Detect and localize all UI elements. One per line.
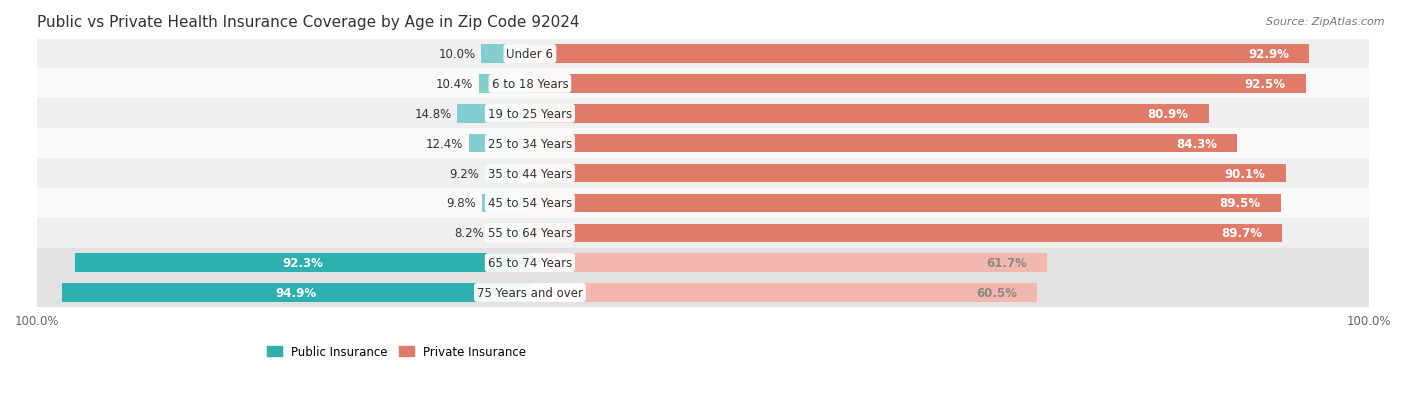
Text: 92.5%: 92.5% bbox=[1244, 78, 1286, 91]
Text: 92.3%: 92.3% bbox=[283, 256, 323, 269]
Text: 10.4%: 10.4% bbox=[436, 78, 474, 91]
Text: Public vs Private Health Insurance Coverage by Age in Zip Code 92024: Public vs Private Health Insurance Cover… bbox=[37, 15, 579, 30]
Bar bbox=[478, 75, 530, 93]
Bar bbox=[468, 135, 530, 153]
Bar bbox=[37, 278, 1369, 308]
Text: 25 to 34 Years: 25 to 34 Years bbox=[488, 137, 572, 150]
Bar bbox=[37, 218, 1369, 248]
Bar bbox=[481, 45, 530, 64]
Bar bbox=[530, 105, 1209, 123]
Text: 19 to 25 Years: 19 to 25 Years bbox=[488, 107, 572, 121]
Text: Source: ZipAtlas.com: Source: ZipAtlas.com bbox=[1267, 17, 1385, 26]
Text: 65 to 74 Years: 65 to 74 Years bbox=[488, 256, 572, 269]
Text: 10.0%: 10.0% bbox=[439, 48, 475, 61]
Text: 75 Years and over: 75 Years and over bbox=[477, 286, 583, 299]
Text: 9.8%: 9.8% bbox=[447, 197, 477, 210]
Bar bbox=[75, 254, 530, 272]
Bar bbox=[62, 284, 530, 302]
Bar bbox=[37, 129, 1369, 159]
Text: 12.4%: 12.4% bbox=[426, 137, 464, 150]
Text: 61.7%: 61.7% bbox=[987, 256, 1028, 269]
Text: 45 to 54 Years: 45 to 54 Years bbox=[488, 197, 572, 210]
Bar bbox=[530, 45, 1309, 64]
Bar bbox=[37, 40, 1369, 69]
Text: Under 6: Under 6 bbox=[506, 48, 554, 61]
Text: 14.8%: 14.8% bbox=[415, 107, 451, 121]
Bar bbox=[530, 75, 1306, 93]
Legend: Public Insurance, Private Insurance: Public Insurance, Private Insurance bbox=[263, 341, 530, 363]
Bar bbox=[530, 224, 1282, 242]
Text: 84.3%: 84.3% bbox=[1175, 137, 1218, 150]
Text: 92.9%: 92.9% bbox=[1249, 48, 1289, 61]
Bar bbox=[485, 164, 530, 183]
Bar bbox=[530, 254, 1047, 272]
Text: 94.9%: 94.9% bbox=[276, 286, 316, 299]
Bar bbox=[530, 135, 1237, 153]
Bar bbox=[37, 69, 1369, 99]
Bar bbox=[457, 105, 530, 123]
Bar bbox=[489, 224, 530, 242]
Bar bbox=[37, 188, 1369, 218]
Text: 60.5%: 60.5% bbox=[976, 286, 1018, 299]
Text: 35 to 44 Years: 35 to 44 Years bbox=[488, 167, 572, 180]
Bar bbox=[37, 159, 1369, 188]
Bar bbox=[530, 284, 1038, 302]
Bar bbox=[530, 194, 1281, 213]
Text: 9.2%: 9.2% bbox=[450, 167, 479, 180]
Text: 89.5%: 89.5% bbox=[1219, 197, 1261, 210]
Bar bbox=[530, 164, 1285, 183]
Text: 89.7%: 89.7% bbox=[1222, 227, 1263, 240]
Text: 90.1%: 90.1% bbox=[1225, 167, 1265, 180]
Bar bbox=[37, 248, 1369, 278]
Text: 8.2%: 8.2% bbox=[454, 227, 484, 240]
Bar bbox=[37, 99, 1369, 129]
Text: 80.9%: 80.9% bbox=[1147, 107, 1188, 121]
Bar bbox=[482, 194, 530, 213]
Text: 55 to 64 Years: 55 to 64 Years bbox=[488, 227, 572, 240]
Text: 6 to 18 Years: 6 to 18 Years bbox=[492, 78, 568, 91]
